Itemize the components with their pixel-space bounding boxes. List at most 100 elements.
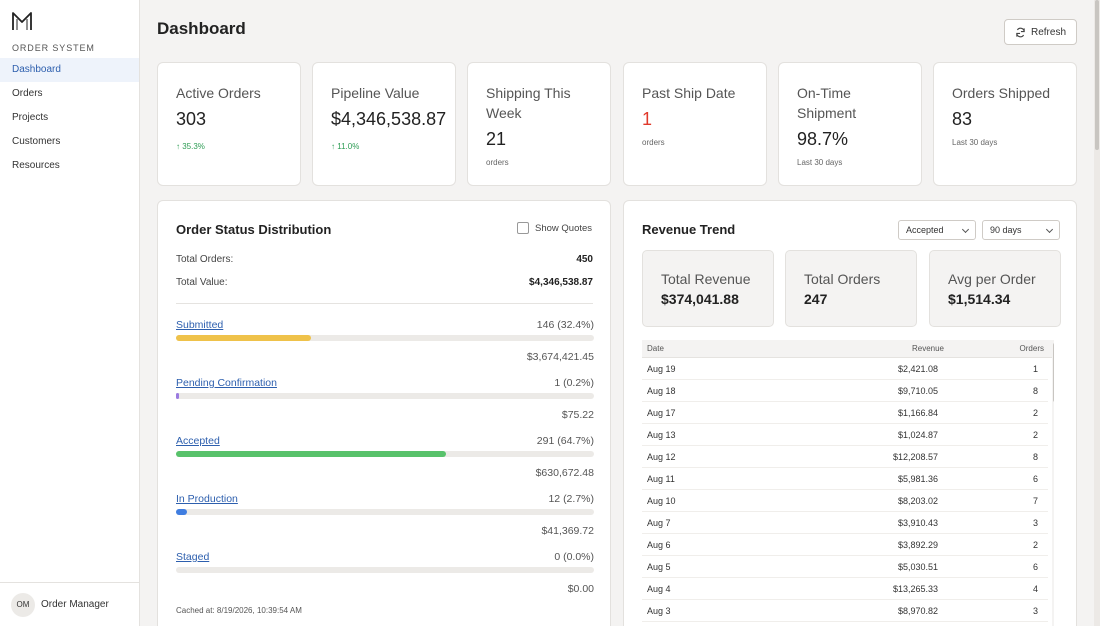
cell-orders: 6 (1032, 474, 1038, 484)
kpi-card-on-time-shipment: On-Time Shipment 98.7% Last 30 days (778, 62, 922, 186)
kpi-card-pipeline-value: Pipeline Value $4,346,538.87 ↑ 11.0% (312, 62, 456, 186)
revenue-trend-card: Revenue Trend Accepted 90 days Total Rev… (623, 200, 1077, 626)
show-quotes-checkbox[interactable] (517, 222, 529, 234)
cell-orders: 6 (1032, 562, 1038, 572)
status-link[interactable]: Staged (176, 551, 210, 563)
table-scrollbar[interactable] (1052, 340, 1054, 626)
kpi-title: Orders Shipped (952, 85, 1051, 101)
kpi-sub: Last 30 days (952, 138, 998, 147)
cell-date: Aug 5 (647, 562, 671, 572)
summary-total-orders: Total Orders 247 (785, 250, 917, 327)
cell-revenue: $2,421.08 (897, 364, 938, 374)
kpi-card-orders-shipped: Orders Shipped 83 Last 30 days (933, 62, 1077, 186)
kpi-value: 1 (642, 109, 653, 129)
status-amount: $630,672.48 (535, 467, 594, 479)
status-link[interactable]: Pending Confirmation (176, 377, 277, 389)
kpi-title: Shipping This Week (486, 85, 571, 121)
status-row-accepted: Accepted 291 (64.7%) $630,672.48 (176, 435, 594, 511)
kpi-title: Pipeline Value (331, 85, 420, 101)
cell-orders: 3 (1032, 518, 1038, 528)
cell-orders: 4 (1032, 584, 1038, 594)
status-amount: $0.00 (567, 583, 594, 595)
sidebar-item-dashboard[interactable]: Dashboard (0, 58, 139, 82)
status-amount: $41,369.72 (541, 525, 594, 537)
status-bar-track (176, 393, 594, 399)
status-bar-track (176, 567, 594, 573)
kpi-value: 303 (176, 109, 207, 129)
status-link[interactable]: Submitted (176, 319, 224, 331)
cell-revenue: $1,024.87 (897, 430, 938, 440)
range-filter-value: 90 days (990, 225, 1022, 235)
table-row: Aug 10 $8,203.02 7 (642, 490, 1048, 512)
table-row: Aug 17 $1,166.84 2 (642, 402, 1048, 424)
table-row: Aug 6 $3,892.29 2 (642, 534, 1048, 556)
refresh-button[interactable]: Refresh (1004, 19, 1077, 45)
page-scrollbar-thumb[interactable] (1095, 0, 1099, 150)
cell-revenue: $3,910.43 (897, 518, 938, 528)
kpi-title: Past Ship Date (642, 85, 736, 101)
cell-date: Aug 4 (647, 584, 671, 594)
summary-label: Avg per Order (948, 271, 1036, 287)
cell-revenue: $8,970.82 (897, 606, 938, 616)
total-value-label: Total Value: (176, 277, 228, 288)
page-title: Dashboard (157, 19, 246, 38)
sidebar-item-orders[interactable]: Orders (12, 88, 43, 99)
revenue-table: Date Revenue Orders Aug 19 $2,421.08 1 Aug … (642, 340, 1054, 626)
summary-total-revenue: Total Revenue $374,041.88 (642, 250, 774, 327)
status-row-submitted: Submitted 146 (32.4%) $3,674,421.45 (176, 319, 594, 395)
user-menu[interactable]: OM Order Manager (0, 582, 139, 626)
cell-orders: 2 (1032, 408, 1038, 418)
status-link[interactable]: In Production (176, 493, 238, 505)
kpi-trend: ↑ 35.3% (176, 142, 205, 151)
kpi-sub: orders (486, 158, 509, 167)
cell-date: Aug 11 (647, 474, 675, 484)
status-filter-select[interactable]: Accepted (898, 220, 976, 240)
cell-date: Aug 17 (647, 408, 676, 418)
cell-date: Aug 18 (647, 386, 676, 396)
cell-revenue: $1,166.84 (897, 408, 938, 418)
chevron-down-icon (1045, 225, 1054, 234)
cell-date: Aug 12 (647, 452, 676, 462)
status-link[interactable]: Accepted (176, 435, 220, 447)
status-bar-track (176, 335, 594, 341)
kpi-sub: Last 30 days (797, 158, 843, 167)
status-count: 0 (0.0%) (554, 551, 594, 563)
summary-value: 247 (804, 291, 828, 307)
kpi-title: Active Orders (176, 85, 261, 101)
page-scrollbar[interactable] (1094, 0, 1100, 626)
sidebar-item-resources[interactable]: Resources (12, 160, 60, 171)
status-bar-track (176, 509, 594, 515)
range-filter-select[interactable]: 90 days (982, 220, 1060, 240)
summary-label: Total Revenue (661, 271, 751, 287)
sidebar-item-projects[interactable]: Projects (12, 112, 49, 123)
kpi-title: On-Time Shipment (797, 85, 857, 121)
status-count: 12 (2.7%) (548, 493, 594, 505)
sidebar-item-customers[interactable]: Customers (12, 136, 61, 147)
summary-value: $1,514.34 (948, 291, 1011, 307)
column-header-revenue: Revenue (911, 344, 944, 353)
cell-revenue: $5,981.36 (897, 474, 938, 484)
refresh-label: Refresh (1030, 26, 1066, 38)
cell-revenue: $12,208.57 (892, 452, 938, 462)
status-filter-value: Accepted (906, 225, 944, 235)
user-name: Order Manager (41, 599, 109, 610)
summary-label: Total Orders (804, 271, 881, 287)
show-quotes-label: Show Quotes (535, 222, 593, 234)
cell-date: Aug 7 (647, 518, 671, 528)
sidebar: ORDER SYSTEM Dashboard Orders Projects C… (0, 0, 140, 626)
table-scrollbar-thumb[interactable] (1053, 343, 1054, 402)
status-count: 146 (32.4%) (536, 319, 594, 331)
status-row-staged: Staged 0 (0.0%) $0.00 (176, 551, 594, 626)
cell-date: Aug 10 (647, 496, 676, 506)
show-quotes-toggle[interactable]: Show Quotes (517, 222, 592, 234)
divider (176, 303, 593, 304)
summary-value: $374,041.88 (661, 291, 739, 307)
cell-revenue: $8,203.02 (897, 496, 938, 506)
total-value-value: $4,346,538.87 (529, 277, 593, 288)
status-count: 291 (64.7%) (536, 435, 594, 447)
kpi-value: $4,346,538.87 (331, 109, 447, 129)
order-status-card: Order Status Distribution Show Quotes To… (157, 200, 611, 626)
brand-label: ORDER SYSTEM (12, 43, 95, 53)
table-row: Aug 19 $2,421.08 1 (642, 358, 1048, 380)
column-header-orders: Orders (1019, 344, 1044, 353)
